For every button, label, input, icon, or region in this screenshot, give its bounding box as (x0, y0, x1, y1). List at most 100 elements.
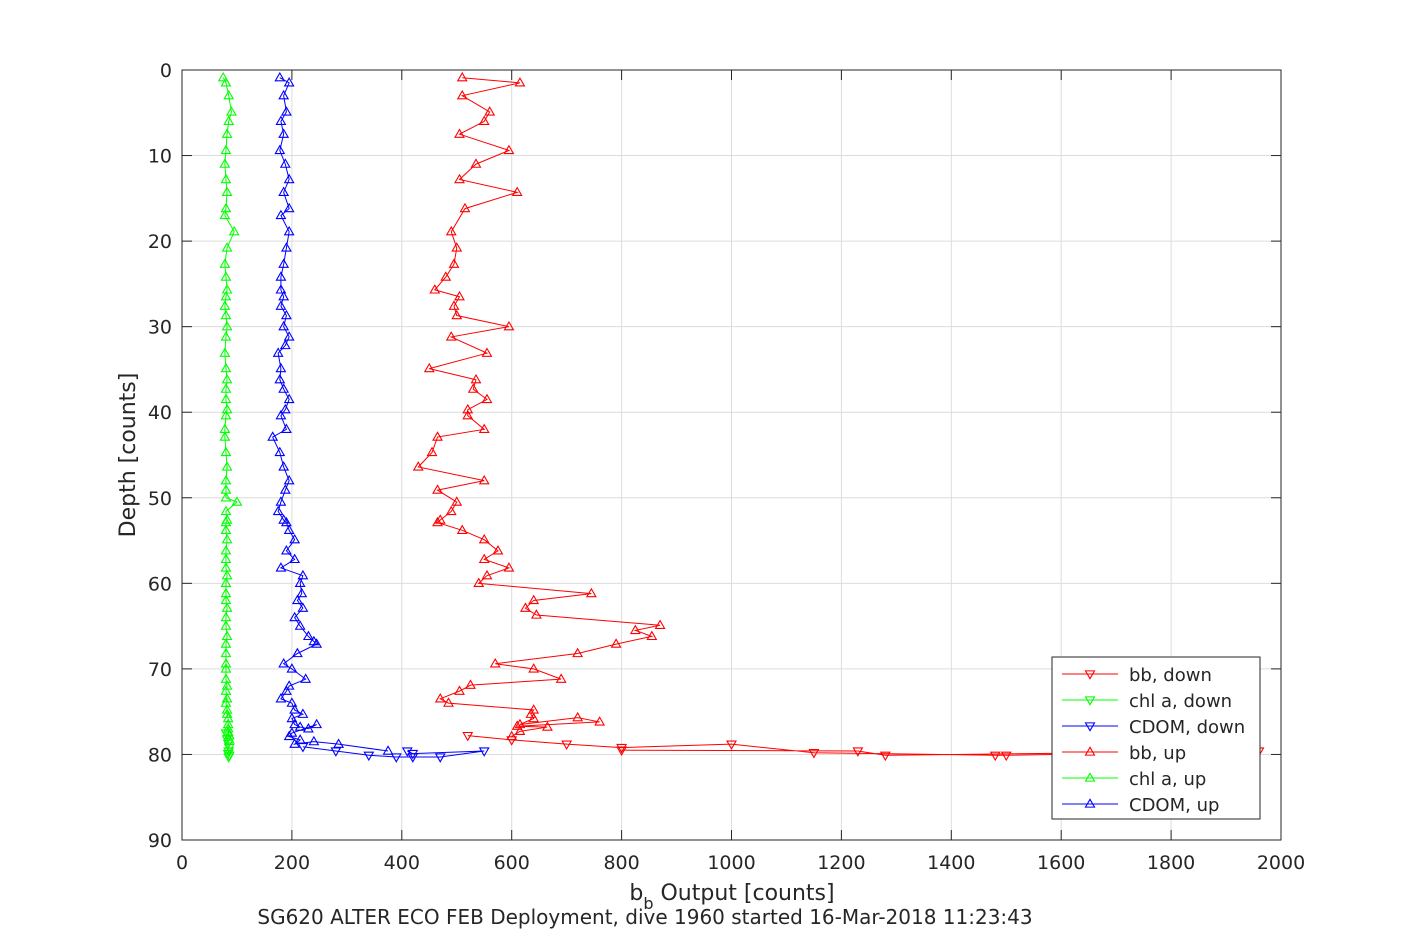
data-point (506, 736, 518, 746)
legend-marker (1084, 772, 1096, 782)
data-point (456, 89, 468, 100)
y-tick-label: 80 (148, 744, 172, 766)
grid (181, 69, 1282, 841)
data-point (283, 730, 295, 741)
data-point (478, 533, 490, 544)
y-tick-label: 60 (148, 573, 172, 595)
data-point (473, 577, 485, 588)
data-point (221, 186, 233, 197)
data-point (616, 746, 628, 756)
data-point (308, 735, 320, 746)
series-cdom-up (267, 71, 394, 755)
data-point (220, 446, 232, 457)
data-point (489, 657, 501, 668)
y-tick-label: 70 (148, 659, 172, 681)
data-point (448, 258, 460, 268)
data-point (629, 624, 641, 635)
data-point (555, 673, 567, 683)
series-line (417, 77, 661, 737)
data-point (456, 524, 468, 534)
y-tick-label: 90 (148, 830, 172, 852)
data-point (220, 505, 232, 516)
data-point (296, 587, 308, 598)
data-point (279, 339, 291, 350)
x-tick-label: 1400 (927, 852, 975, 874)
data-point (220, 409, 232, 420)
data-point (879, 751, 891, 762)
data-point (454, 685, 465, 695)
data-point (445, 505, 457, 516)
data-point (274, 144, 286, 155)
data-point (219, 258, 231, 268)
data-point (585, 587, 597, 598)
data-point (272, 347, 284, 357)
legend-item: chl a, up (1062, 769, 1206, 790)
data-point (440, 271, 452, 281)
data-point (429, 284, 441, 294)
data-point (223, 89, 235, 100)
data-point (278, 657, 290, 668)
series-line (272, 77, 389, 752)
data-point (286, 712, 298, 723)
data-point (852, 747, 864, 757)
series-bb-down (462, 731, 1265, 762)
data-point (297, 569, 309, 580)
legend-item: CDOM, down (1062, 717, 1245, 738)
data-point (221, 461, 233, 471)
data-point (220, 647, 232, 658)
legend-marker (1084, 746, 1096, 756)
data-point (220, 290, 232, 301)
x-tick-label: 1600 (1037, 852, 1085, 874)
data-point (514, 77, 526, 87)
data-point (219, 431, 231, 441)
data-point (289, 533, 301, 544)
data-point (478, 115, 490, 126)
data-point (280, 685, 292, 695)
data-point (274, 373, 286, 384)
data-point (363, 751, 375, 762)
data-point (451, 309, 463, 320)
y-axis-label: Depth [counts] (116, 373, 141, 538)
data-point (294, 620, 306, 630)
data-point (283, 331, 295, 341)
data-point (278, 320, 290, 331)
y-tick-label: 30 (148, 317, 172, 339)
data-point (530, 609, 542, 619)
data-point (503, 562, 515, 572)
data-point (283, 225, 295, 236)
data-point (280, 106, 292, 116)
data-point (432, 431, 443, 441)
data-point (275, 362, 287, 373)
data-point (219, 300, 231, 310)
data-point (561, 740, 573, 750)
data-point (289, 611, 301, 622)
data-point (283, 77, 295, 87)
data-point (294, 577, 306, 588)
x-tick-label: 200 (274, 852, 310, 874)
series-layer (217, 71, 1265, 763)
data-point (220, 657, 232, 668)
data-point (291, 647, 303, 658)
x-axis-label-main: b (629, 881, 643, 906)
data-point (470, 158, 482, 168)
data-point (220, 685, 232, 695)
data-point (275, 300, 287, 310)
data-point (297, 602, 309, 612)
data-point (528, 594, 540, 605)
data-point (283, 680, 295, 690)
data-point (278, 258, 290, 268)
data-point (311, 638, 323, 648)
y-tick-label: 20 (148, 231, 172, 253)
data-point (289, 553, 301, 564)
data-point (275, 284, 287, 294)
data-point (280, 309, 292, 320)
data-point (221, 242, 233, 252)
data-point (432, 484, 443, 494)
data-point (302, 630, 314, 641)
x-tick-label: 1200 (817, 852, 865, 874)
data-point (616, 743, 628, 754)
data-point (221, 373, 233, 384)
data-point (221, 693, 233, 703)
data-point (432, 516, 443, 527)
data-point (478, 474, 490, 485)
